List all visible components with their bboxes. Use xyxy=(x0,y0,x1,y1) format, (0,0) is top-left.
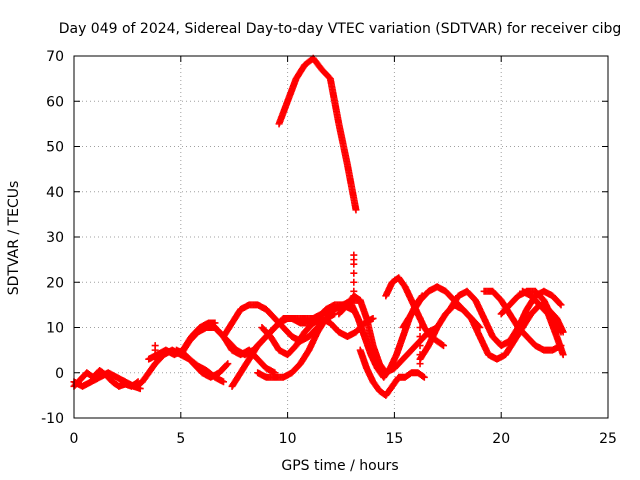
data-point xyxy=(416,333,424,341)
data-point xyxy=(557,328,565,336)
x-tick-label: 25 xyxy=(599,431,617,447)
x-tick-label: 20 xyxy=(492,431,510,447)
series-arc-15 xyxy=(356,346,428,399)
data-point xyxy=(420,373,428,381)
series-arc-19 xyxy=(446,287,565,350)
x-tick-label: 10 xyxy=(279,431,297,447)
data-point xyxy=(559,351,567,359)
spike-2 xyxy=(151,342,159,363)
series-arc-06 xyxy=(173,346,232,381)
data-marks xyxy=(70,54,567,399)
data-point xyxy=(416,351,424,359)
series-arc-22 xyxy=(519,287,567,359)
y-axis-label: SDTVAR / TECUs xyxy=(6,181,22,296)
data-point xyxy=(350,278,358,286)
axis-ticks: 0 5 10 15 20 25 -10 0 10 20 30 40 50 60 70 xyxy=(41,49,617,447)
y-tick-label: 20 xyxy=(46,275,64,291)
grid-lines xyxy=(74,56,608,418)
y-tick-label: -10 xyxy=(41,411,64,427)
spike-3 xyxy=(416,314,424,368)
x-axis-label: GPS time / hours xyxy=(281,458,398,474)
y-tick-label: 60 xyxy=(46,94,64,110)
data-point xyxy=(556,300,564,308)
data-point xyxy=(416,360,424,368)
data-point xyxy=(350,269,358,277)
data-point xyxy=(438,341,446,349)
data-point xyxy=(419,372,427,380)
data-point xyxy=(220,378,228,386)
data-point xyxy=(416,324,424,331)
y-tick-label: 0 xyxy=(55,366,64,382)
y-tick-label: 50 xyxy=(46,140,64,156)
x-tick-label: 5 xyxy=(176,431,185,447)
data-point xyxy=(350,296,358,304)
chart-title: Day 049 of 2024, Sidereal Day-to-day VTE… xyxy=(59,21,622,37)
spike-1 xyxy=(350,251,358,304)
series-arc-12 xyxy=(275,54,360,214)
data-point xyxy=(223,361,231,369)
y-tick-label: 70 xyxy=(46,49,64,65)
y-tick-label: 10 xyxy=(46,321,64,337)
data-point xyxy=(350,287,358,295)
y-tick-label: 40 xyxy=(46,185,64,201)
series-arc-11 xyxy=(258,314,377,359)
data-point xyxy=(352,206,360,214)
data-point xyxy=(416,342,424,350)
x-tick-label: 15 xyxy=(385,431,403,447)
data-point xyxy=(151,342,159,350)
series-arc-16 xyxy=(382,274,448,350)
data-point xyxy=(369,314,377,322)
data-point xyxy=(350,251,358,259)
data-point xyxy=(224,360,232,368)
data-point xyxy=(557,301,565,309)
data-point xyxy=(440,342,448,350)
data-point xyxy=(416,314,424,322)
y-tick-label: 30 xyxy=(46,230,64,246)
x-tick-label: 0 xyxy=(70,431,79,447)
